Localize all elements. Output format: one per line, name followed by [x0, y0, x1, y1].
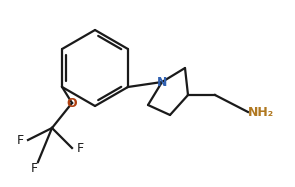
Text: O: O: [67, 96, 77, 110]
Text: F: F: [30, 163, 37, 176]
Text: F: F: [17, 134, 24, 146]
Text: NH₂: NH₂: [248, 105, 274, 119]
Text: N: N: [157, 76, 167, 88]
Text: F: F: [76, 142, 83, 154]
